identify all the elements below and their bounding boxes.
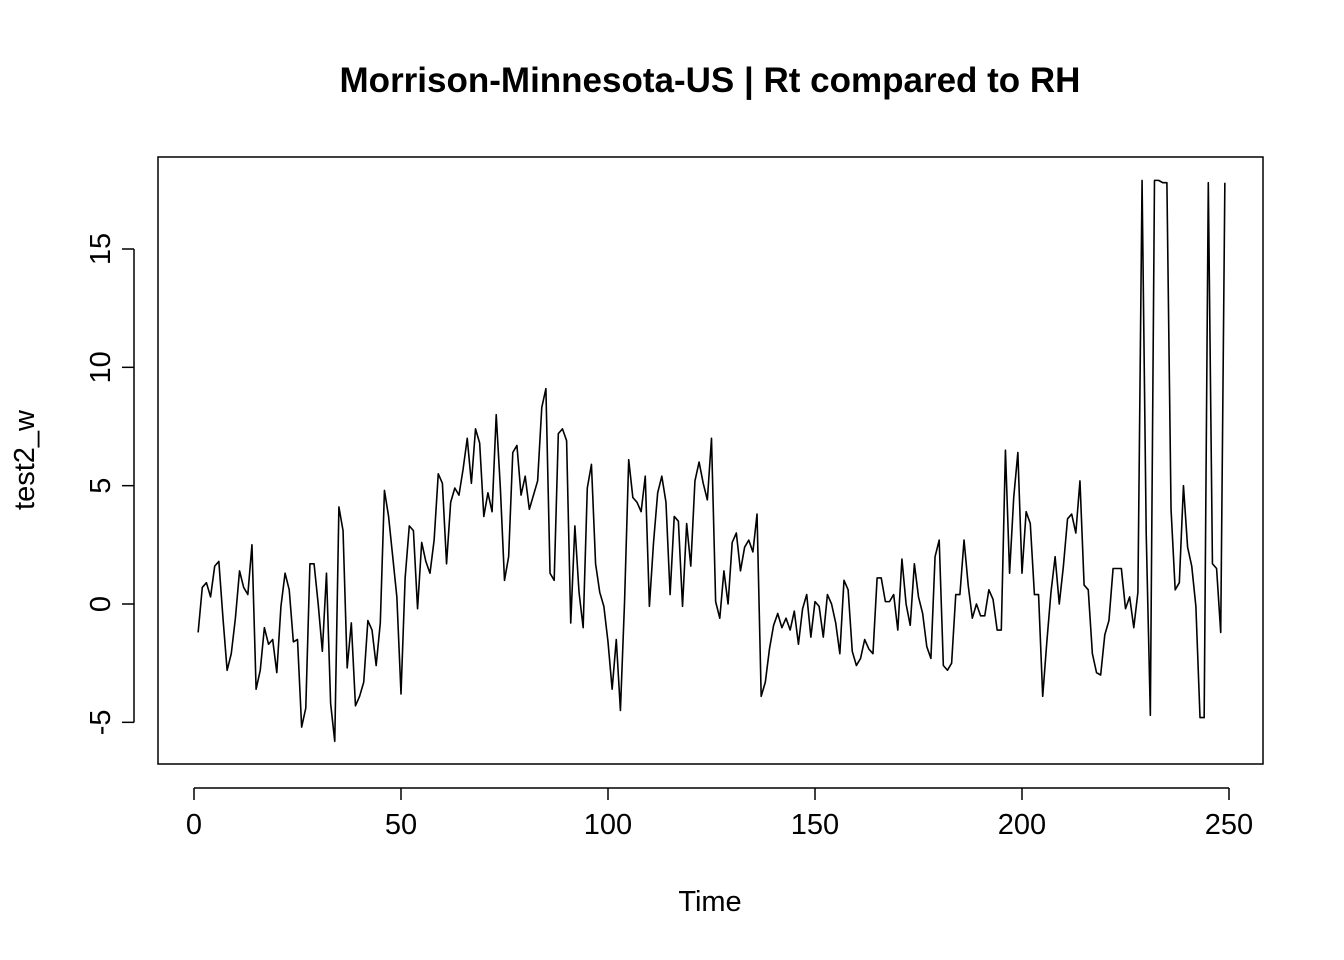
y-tick-label: 10 (85, 351, 117, 383)
x-tick-label: 200 (998, 809, 1046, 841)
x-tick-label: 0 (186, 809, 202, 841)
y-tick-label: 5 (85, 478, 117, 494)
x-axis: 0 50 100 150 200 250 (186, 787, 1253, 841)
x-tick-label: 150 (791, 809, 839, 841)
y-tick-label: 0 (85, 596, 117, 612)
x-axis-label: Time (678, 886, 741, 918)
x-tick-label: 50 (385, 809, 417, 841)
y-tick-label: 15 (85, 233, 117, 265)
x-tick-label: 250 (1205, 809, 1253, 841)
chart-title: Morrison-Minnesota-US | Rt compared to R… (340, 61, 1081, 100)
y-axis-label: test2_w (9, 409, 41, 510)
y-tick-label: -5 (85, 709, 117, 735)
series-line (197, 179, 1226, 743)
x-tick-label: 100 (584, 809, 632, 841)
y-axis: -5 0 5 10 15 (85, 233, 135, 735)
plot-frame (157, 156, 1264, 765)
